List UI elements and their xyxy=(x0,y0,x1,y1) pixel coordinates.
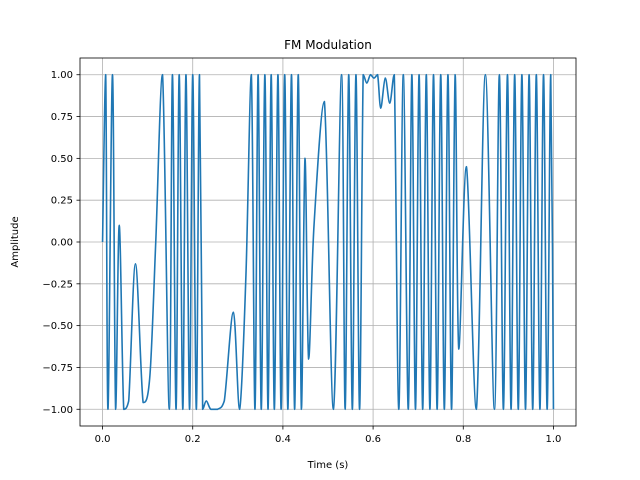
signal-line xyxy=(101,73,555,411)
x-tick-label: 0.4 xyxy=(275,434,291,445)
y-axis-label: Amplitude xyxy=(10,216,21,267)
x-axis-label: Time (s) xyxy=(307,460,349,471)
y-tick-label: 0.50 xyxy=(51,154,73,165)
x-tick-label: 0.6 xyxy=(365,434,381,445)
y-tick-label: −1.00 xyxy=(42,405,73,416)
x-axis: 0.0 0.2 0.4 0.6 0.8 1.0 xyxy=(95,426,562,445)
y-tick-label: 1.00 xyxy=(51,70,73,81)
x-tick-label: 0.8 xyxy=(455,434,471,445)
y-tick-label: −0.25 xyxy=(42,279,73,290)
chart-title: FM Modulation xyxy=(284,38,372,52)
x-tick-label: 0.0 xyxy=(95,434,111,445)
x-tick-label: 1.0 xyxy=(546,434,562,445)
plot-area xyxy=(101,73,555,411)
y-axis: −1.00 −0.75 −0.50 −0.25 0.00 0.25 0.50 0.75 1.00 xyxy=(42,70,80,416)
y-tick-label: 0.25 xyxy=(51,196,73,207)
y-tick-label: 0.00 xyxy=(51,238,73,249)
y-tick-label: 0.75 xyxy=(51,112,73,123)
y-tick-label: −0.50 xyxy=(42,321,73,332)
x-tick-label: 0.2 xyxy=(185,434,201,445)
y-tick-label: −0.75 xyxy=(42,363,73,374)
